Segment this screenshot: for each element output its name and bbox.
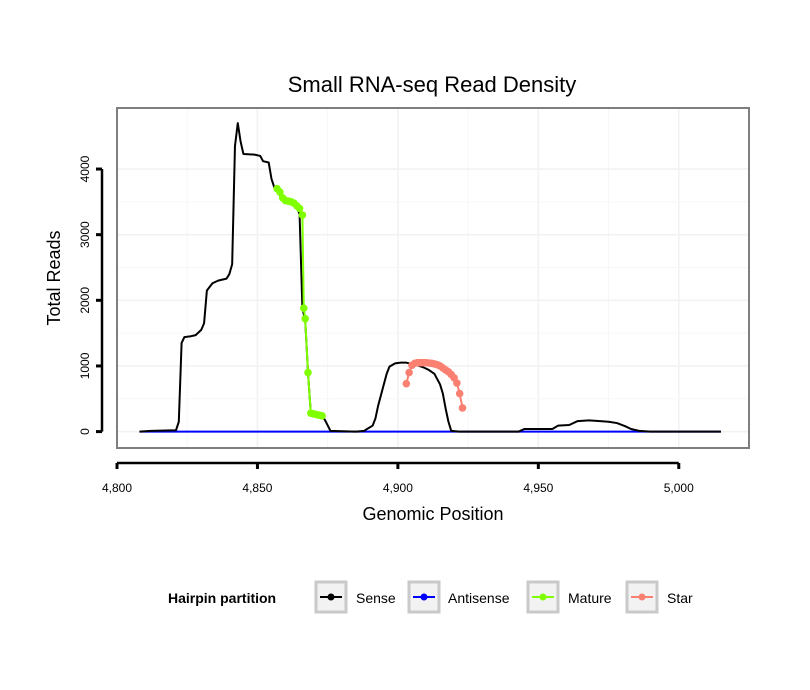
x-tick-label: 4,800 xyxy=(102,481,132,495)
y-tick-label: 2000 xyxy=(78,287,92,314)
legend-entry-antisense: Antisense xyxy=(407,580,510,614)
grid xyxy=(116,108,749,448)
chart-title: Small RNA-seq Read Density xyxy=(288,72,577,97)
x-axis-title: Genomic Position xyxy=(362,504,503,524)
plot-border xyxy=(116,107,750,449)
legend-entry-mature: Mature xyxy=(526,580,612,614)
x-tick-label: 5,000 xyxy=(664,481,694,495)
star-point xyxy=(455,389,464,398)
legend: Hairpin partition Sense Antisense Mature St… xyxy=(168,580,693,614)
legend-label-antisense: Antisense xyxy=(448,590,510,606)
legend-entry-sense: Sense xyxy=(314,580,396,614)
mature-point xyxy=(298,211,307,219)
legend-key-point xyxy=(327,593,335,601)
star-series xyxy=(402,358,467,412)
sense-line xyxy=(139,122,721,433)
x-tick-label: 4,900 xyxy=(383,481,413,495)
legend-title: Hairpin partition xyxy=(168,590,276,606)
legend-entry-star: Star xyxy=(625,580,693,614)
y-axis-title: Total Reads xyxy=(44,230,64,325)
sense-series xyxy=(139,122,721,433)
star-point xyxy=(453,379,461,387)
star-point xyxy=(405,368,413,377)
legend-label-sense: Sense xyxy=(356,590,396,606)
legend-label-star: Star xyxy=(667,590,693,606)
star-point xyxy=(458,404,467,412)
legend-key-point xyxy=(420,593,428,601)
legend-key-point xyxy=(539,593,547,601)
y-tick-label: 1000 xyxy=(78,352,92,379)
legend-entries: Sense Antisense Mature Star xyxy=(314,580,693,614)
mature-point xyxy=(304,368,312,377)
mature-point xyxy=(276,188,284,196)
x-tick-label: 4,850 xyxy=(242,481,272,495)
mature-point xyxy=(299,304,308,312)
y-tick-label: 3000 xyxy=(78,221,92,248)
legend-label-mature: Mature xyxy=(568,590,612,606)
mature-point xyxy=(295,204,304,213)
axes: 4,800 4,850 4,900 4,950 5,000 0 1000 2000 3000 40… xyxy=(78,155,694,495)
x-tick-label: 4,950 xyxy=(523,481,553,495)
star-point xyxy=(402,379,411,388)
mature-series xyxy=(273,184,326,420)
mature-point xyxy=(318,412,326,420)
y-tick-label: 0 xyxy=(78,428,92,435)
mature-point xyxy=(301,314,310,323)
plot-panel xyxy=(117,108,749,448)
series-layer xyxy=(139,122,721,433)
legend-key-point xyxy=(638,593,646,601)
y-tick-label: 4000 xyxy=(78,155,92,182)
